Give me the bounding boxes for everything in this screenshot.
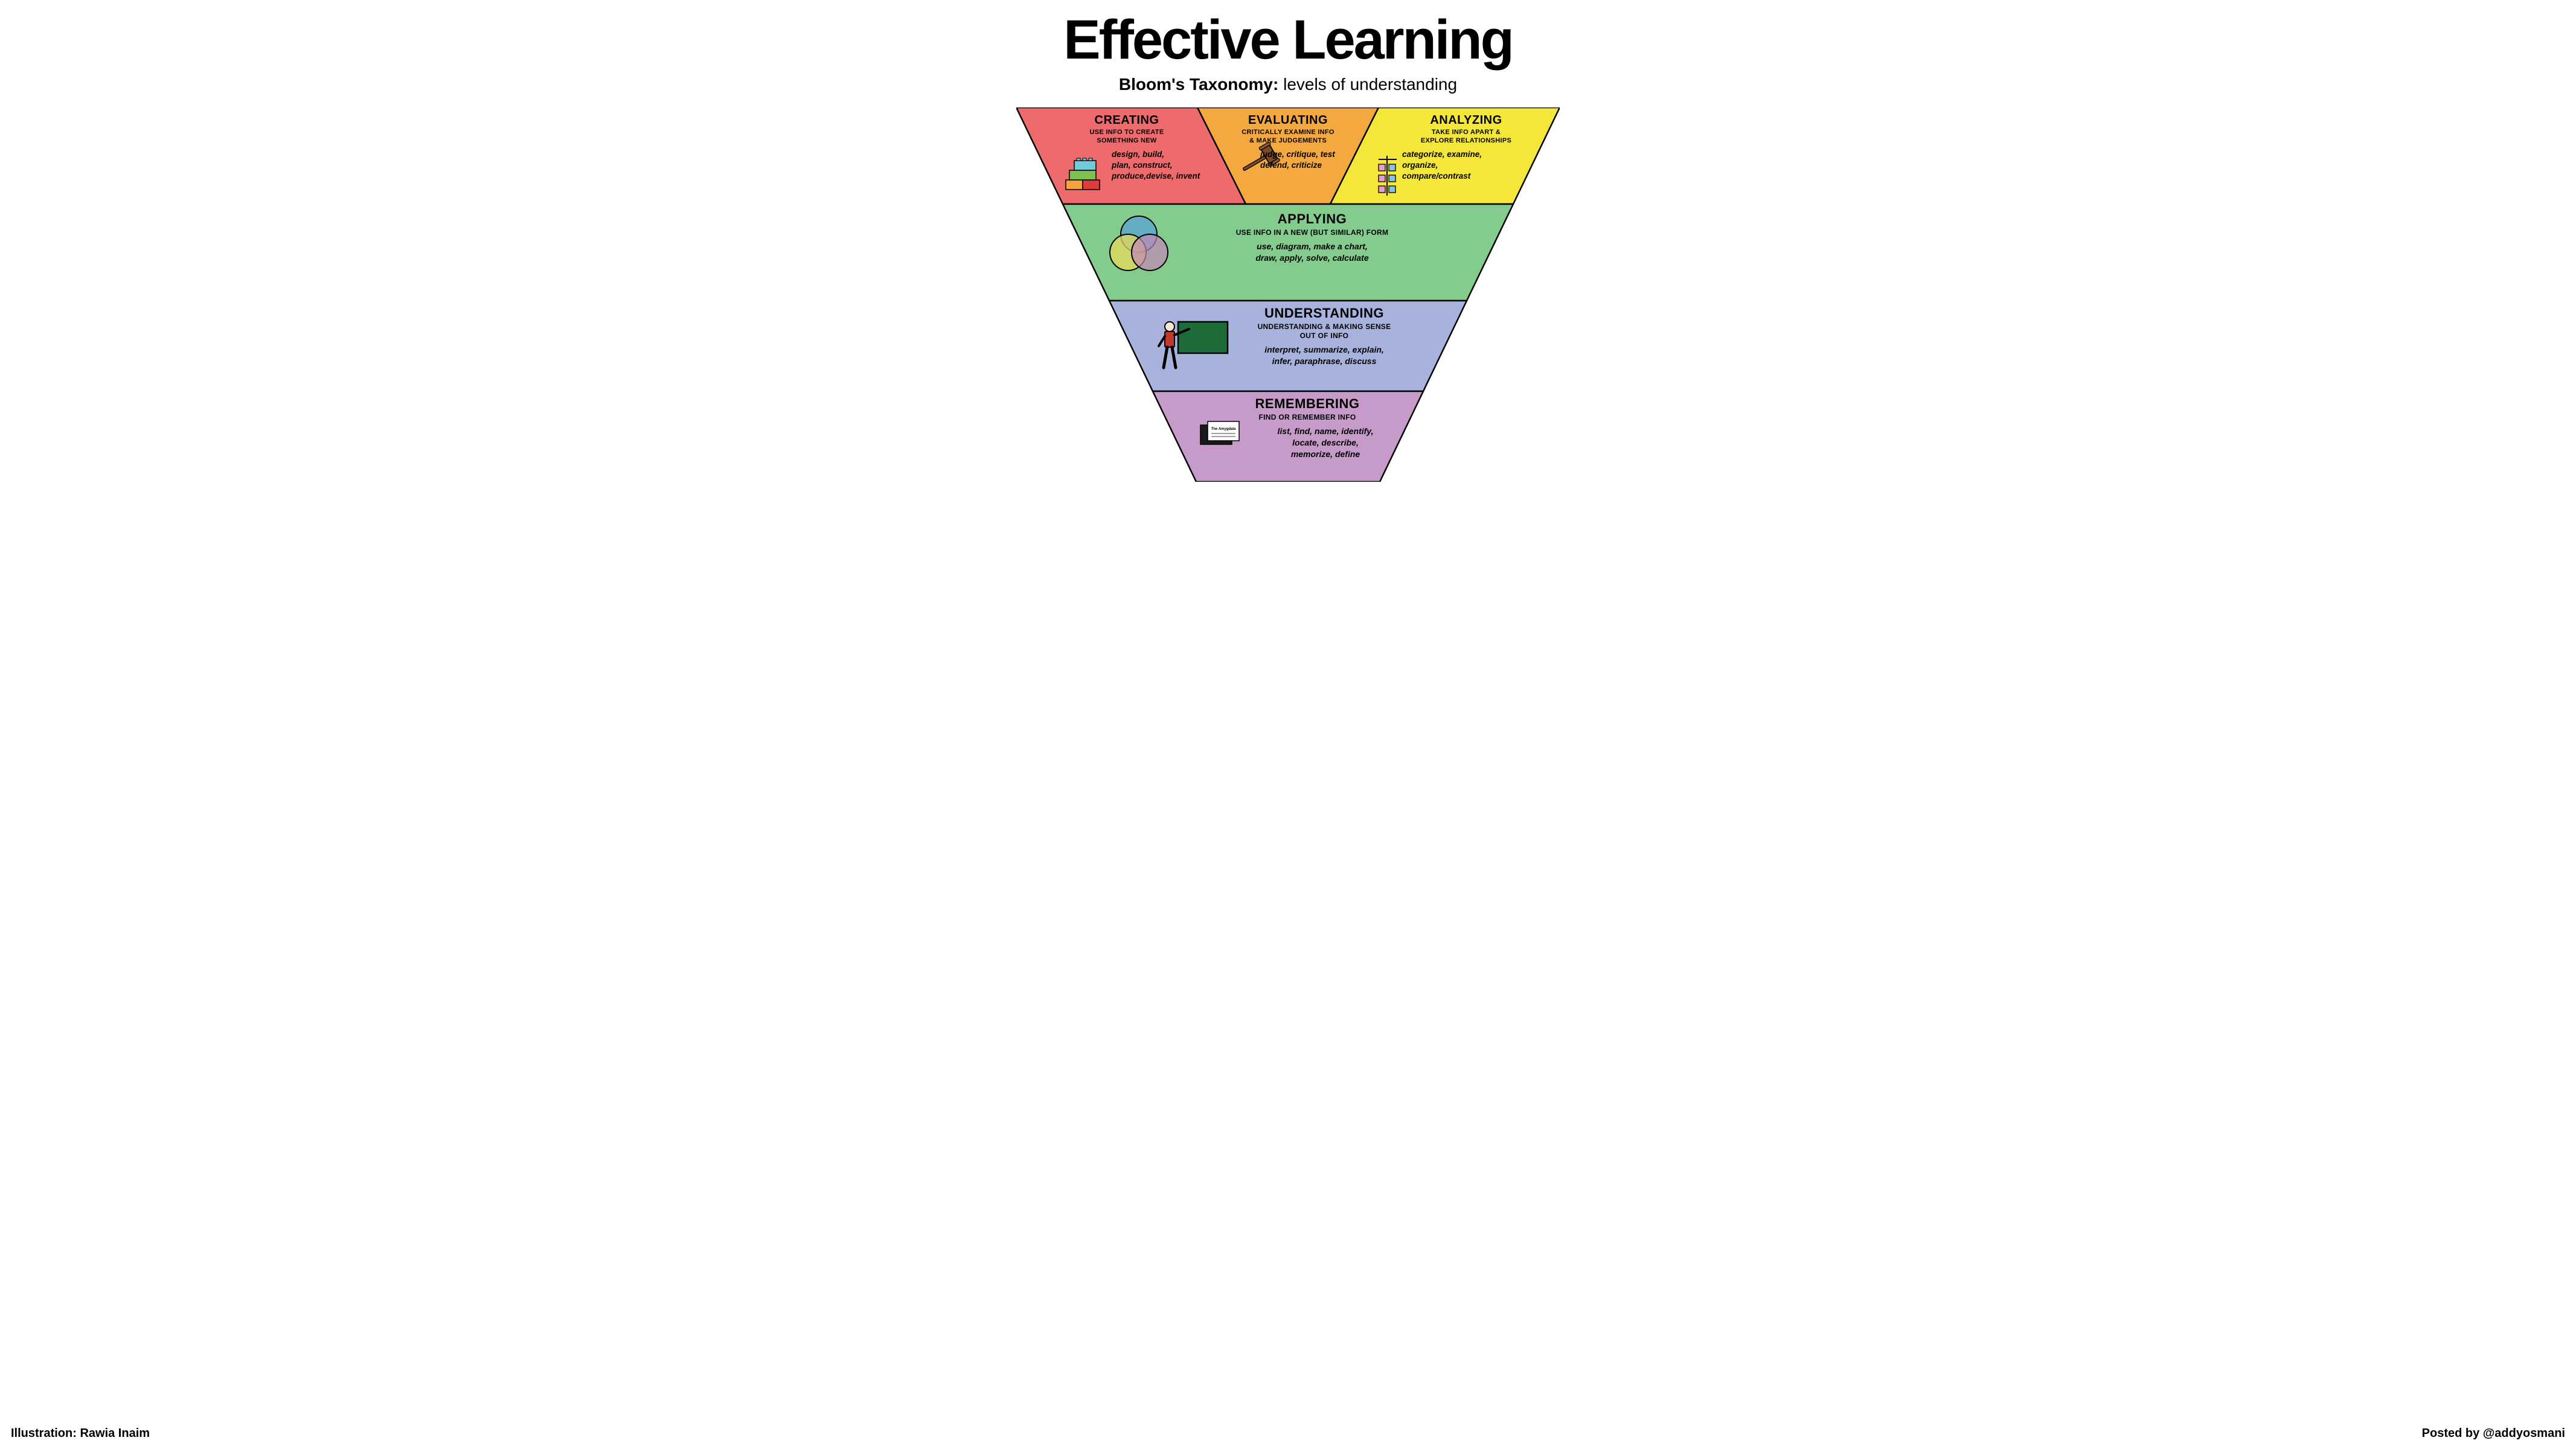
header: Effective Learning Bloom's Taxonomy: lev… [0, 12, 2576, 94]
applying-title: APPLYING [1179, 211, 1445, 227]
analyzing-verbs: categorize, examine,organize,compare/con… [1402, 149, 1557, 182]
applying-text: APPLYING USE INFO IN A NEW (BUT SIMILAR)… [1179, 211, 1445, 264]
pyramid-container: The Amygdala CREATING USE INFO TO CREATE… [1016, 107, 1560, 482]
understanding-verbs: interpret, summarize, explain,infer, par… [1210, 344, 1439, 367]
evaluating-title: EVALUATING [1205, 114, 1371, 127]
remembering-verbs: list, find, name, identify,locate, descr… [1247, 426, 1404, 460]
applying-verbs: use, diagram, make a chart,draw, apply, … [1179, 241, 1445, 264]
understanding-text: UNDERSTANDING UNDERSTANDING & MAKING SEN… [1210, 305, 1439, 367]
evaluating-verbs: judge, critique, testdefend, criticize [1260, 149, 1371, 171]
analyzing-title: ANALYZING [1376, 114, 1557, 127]
analyzing-text: ANALYZING TAKE INFO APART &EXPLORE RELAT… [1376, 114, 1557, 182]
remembering-subtitle: FIND OR REMEMBER INFO [1211, 413, 1404, 422]
understanding-title: UNDERSTANDING [1210, 305, 1439, 321]
analyzing-subtitle: TAKE INFO APART &EXPLORE RELATIONSHIPS [1376, 129, 1557, 146]
evaluating-text: EVALUATING CRITICALLY EXAMINE INFO& MAKE… [1205, 114, 1371, 171]
subtitle-light: levels of understanding [1278, 75, 1457, 94]
applying-subtitle: USE INFO IN A NEW (BUT SIMILAR) FORM [1179, 228, 1445, 237]
remembering-text: REMEMBERING FIND OR REMEMBER INFO list, … [1211, 396, 1404, 460]
understanding-subtitle: UNDERSTANDING & MAKING SENSEOUT OF INFO [1210, 322, 1439, 341]
credit-left: Illustration: Rawia Inaim [11, 1427, 150, 1441]
creating-verbs: design, build,plan, construct,produce,de… [1112, 149, 1220, 182]
subtitle: Bloom's Taxonomy: levels of understandin… [0, 75, 2576, 94]
subtitle-bold: Bloom's Taxonomy: [1119, 75, 1278, 94]
remembering-title: REMEMBERING [1211, 396, 1404, 412]
evaluating-subtitle: CRITICALLY EXAMINE INFO& MAKE JUDGEMENTS [1205, 129, 1371, 146]
creating-title: CREATING [1033, 114, 1220, 127]
credit-right: Posted by @addyosmani [2422, 1427, 2565, 1441]
creating-subtitle: USE INFO TO CREATESOMETHING NEW [1033, 129, 1220, 146]
page-title: Effective Learning [0, 12, 2576, 68]
creating-text: CREATING USE INFO TO CREATESOMETHING NEW… [1033, 114, 1220, 182]
